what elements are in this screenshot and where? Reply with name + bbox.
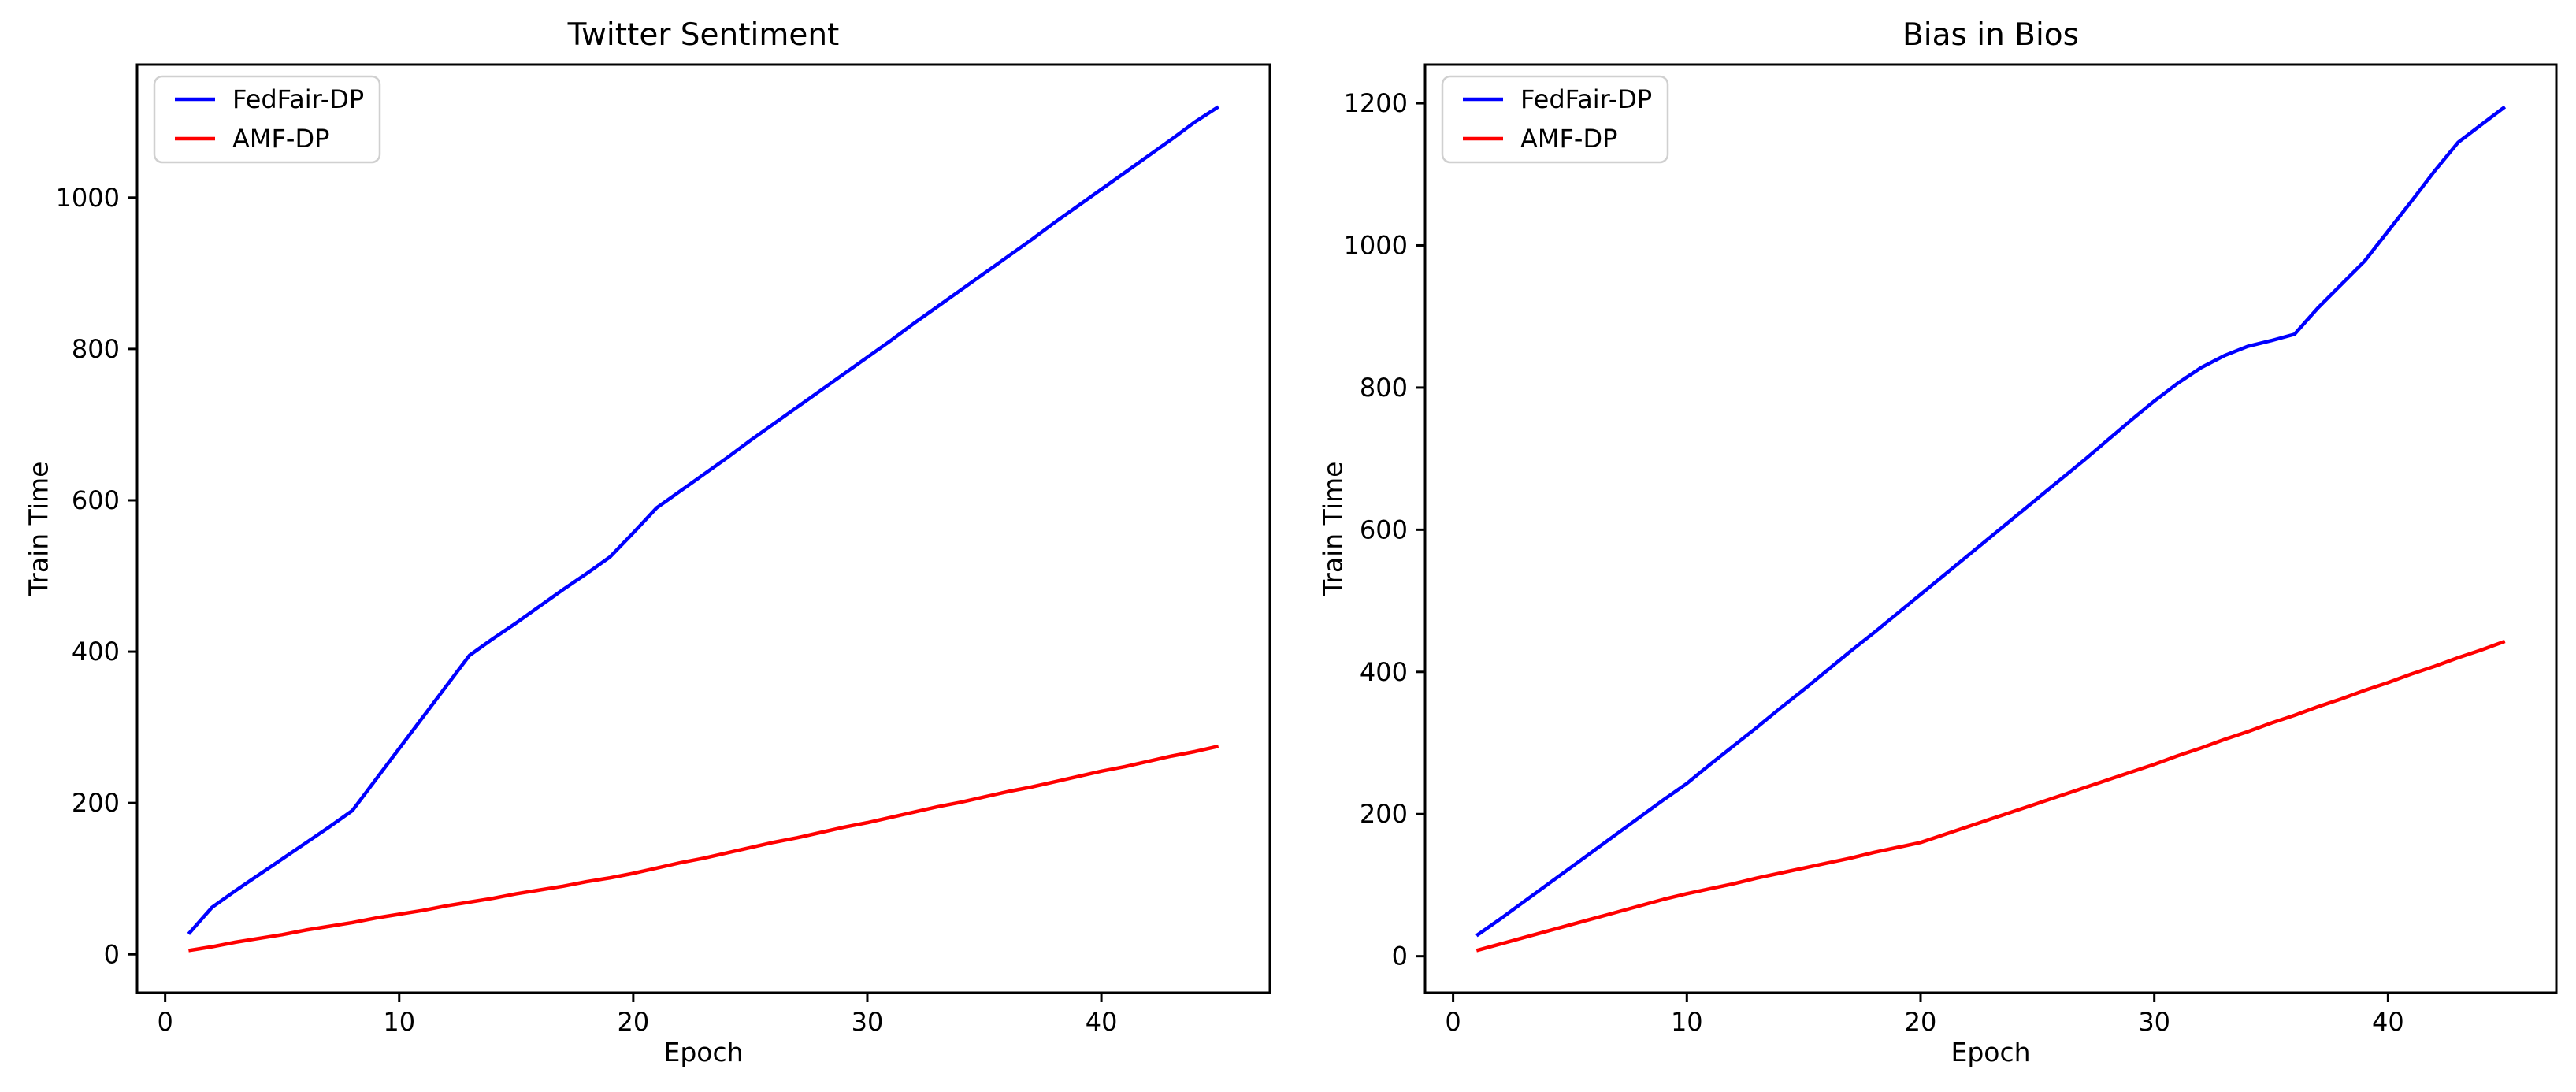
y-tick-label: 0 [1392, 942, 1408, 971]
y-axis-label-left: Train Time [23, 461, 54, 596]
y-tick-label: 0 [104, 939, 120, 969]
x-tick-label: 10 [1671, 1007, 1703, 1037]
x-tick-label: 0 [1445, 1007, 1461, 1037]
x-tick-label: 30 [852, 1007, 884, 1037]
plot-spines [1423, 63, 2558, 994]
x-tick-label: 30 [2138, 1007, 2170, 1037]
y-tick-label: 1200 [1344, 88, 1408, 118]
x-tick-label: 10 [383, 1007, 415, 1037]
chart-title-bias-in-bios: Bias in Bios [1902, 17, 2079, 53]
x-tick-label: 40 [2372, 1007, 2404, 1037]
legend: FedFair-DP AMF-DP [153, 75, 381, 164]
x-axis-label-left: Epoch [663, 1037, 744, 1068]
x-tick-label: 40 [1086, 1007, 1118, 1037]
x-tick-label: 20 [618, 1007, 650, 1037]
plot-line-fedfair-dp [1475, 105, 2507, 938]
left-chart: 0 10 20 30 4002004006008001000FedFair-DPAMF-… [56, 63, 1271, 1037]
y-tick-label: 200 [72, 788, 120, 818]
y-tick-label: 800 [72, 334, 120, 364]
y-tick-label: 1000 [1344, 230, 1408, 260]
x-tick-label: 20 [1905, 1007, 1937, 1037]
y-axis-label-right: Train Time [1317, 461, 1349, 596]
plot-line-fedfair-dp [187, 105, 1219, 935]
plot-spines [135, 63, 1271, 994]
plot-line-amf-dp [188, 744, 1219, 953]
legend-label: AMF-DP [1520, 124, 1617, 154]
y-tick-label: 400 [1360, 657, 1408, 687]
y-tick-label: 200 [1360, 799, 1408, 829]
y-tick-label: 1000 [56, 183, 120, 213]
plot-line-amf-dp [1475, 639, 2506, 953]
y-tick-label: 600 [1360, 514, 1408, 544]
legend-label: FedFair-DP [232, 84, 364, 114]
legend-label: AMF-DP [232, 124, 329, 154]
legend: FedFair-DP AMF-DP [1441, 75, 1669, 164]
x-axis-label-right: Epoch [1951, 1037, 2031, 1068]
y-tick-label: 800 [1360, 373, 1408, 403]
y-tick-label: 600 [72, 485, 120, 515]
y-tick-label: 400 [72, 637, 120, 667]
chart-title-twitter-sentiment: Twitter Sentiment [567, 17, 840, 53]
x-tick-label: 0 [157, 1007, 173, 1037]
legend-label: FedFair-DP [1520, 84, 1652, 114]
